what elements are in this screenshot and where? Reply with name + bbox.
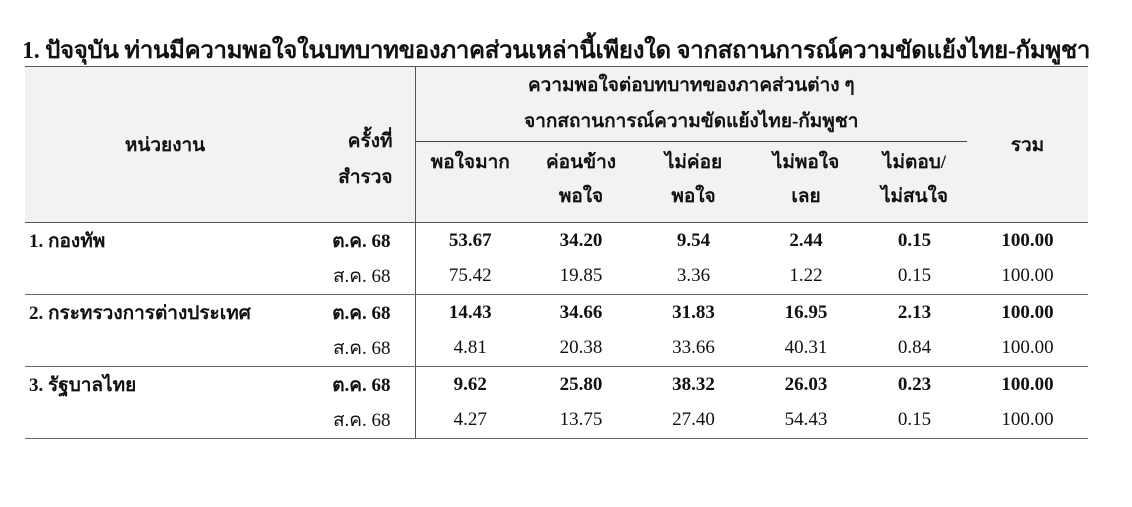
header-col-0: พอใจมาก <box>414 141 525 223</box>
header-group-line2: จากสถานการณ์ความขัดแย้งไทย-กัมพูชา <box>524 111 859 132</box>
value-cell: 4.81 <box>414 330 525 367</box>
value-cell: 33.66 <box>637 330 750 367</box>
value-cell: 54.43 <box>750 402 862 439</box>
round-cell: ส.ค. 68 <box>305 402 415 439</box>
value-cell: 13.75 <box>525 402 637 439</box>
value-cell: 31.83 <box>672 301 715 323</box>
header-col-line1: ไม่ค่อย <box>664 152 723 173</box>
header-col-line2: ไม่สนใจ <box>880 186 949 207</box>
header-col-line2: พอใจ <box>558 186 604 207</box>
header-col-3: ไม่พอใจเลย <box>750 141 862 223</box>
value-cell: 34.66 <box>559 301 603 323</box>
value-cell: 9.54 <box>676 229 711 251</box>
value-cell: 20.38 <box>525 330 637 367</box>
value-cell: 100.00 <box>967 402 1088 439</box>
satisfaction-table: หน่วยงาน ครั้งที่ สำรวจ ความพอใจต่อบทบาท… <box>25 66 1088 439</box>
header-total: รวม <box>967 66 1088 223</box>
value-cell: 0.15 <box>897 229 932 251</box>
table-row: 2. กระทรวงการต่างประเทศ ต.ค. 68 14.43 34.66… <box>25 294 1088 331</box>
value-cell: 75.42 <box>414 258 525 295</box>
header-col-line2: พอใจ <box>671 186 716 207</box>
header-col-line1: ค่อนข้าง <box>545 152 617 173</box>
agency-cell <box>25 258 305 295</box>
value-cell: 100.00 <box>967 258 1088 295</box>
header-round-line2: สำรวจ <box>338 166 393 188</box>
table-row: ส.ค. 68 75.42 19.85 3.36 1.22 0.15 100.00 <box>25 258 1088 295</box>
header-col-line1: ไม่พอใจ <box>772 152 840 173</box>
value-cell: 0.84 <box>862 330 967 367</box>
value-cell: 27.40 <box>637 402 750 439</box>
value-cell: 38.32 <box>672 373 715 395</box>
header-group: ความพอใจต่อบทบาทของภาคส่วนต่าง ๆ จากสถาน… <box>414 66 967 142</box>
agency-cell: 1. กองทัพ <box>29 230 106 252</box>
header-round: ครั้งที่ สำรวจ <box>305 66 415 223</box>
value-cell: 0.15 <box>862 258 967 295</box>
value-cell: 19.85 <box>525 258 637 295</box>
round-cell: ต.ค. 68 <box>332 374 391 396</box>
table-row: 1. กองทัพ ต.ค. 68 53.67 34.20 9.54 2.44 0.15 10… <box>25 222 1088 259</box>
agency-cell: 3. รัฐบาลไทย <box>29 374 137 396</box>
value-cell: 34.20 <box>559 229 603 251</box>
value-cell: 2.13 <box>897 301 932 323</box>
value-cell: 100.00 <box>1001 301 1054 323</box>
value-cell: 3.36 <box>637 258 750 295</box>
round-cell: ต.ค. 68 <box>332 230 391 252</box>
value-cell: 4.27 <box>414 402 525 439</box>
value-cell: 16.95 <box>784 301 828 323</box>
value-cell: 1.22 <box>750 258 862 295</box>
header-col-2: ไม่ค่อยพอใจ <box>637 141 750 223</box>
header-group-line1: ความพอใจต่อบทบาทของภาคส่วนต่าง ๆ <box>527 75 855 96</box>
page-title: 1. ปัจจุบัน ท่านมีความพอใจในบทบาทของภาคส… <box>22 38 1091 64</box>
value-cell: 25.80 <box>559 373 603 395</box>
header-col-line1: พอใจมาก <box>430 152 510 173</box>
header-col-1: ค่อนข้างพอใจ <box>525 141 637 223</box>
table-row: ส.ค. 68 4.27 13.75 27.40 54.43 0.15 100.00 <box>25 402 1088 439</box>
header-col-line2: เลย <box>791 186 821 207</box>
round-cell: ต.ค. 68 <box>332 302 391 324</box>
table-row: 3. รัฐบาลไทย ต.ค. 68 9.62 25.80 38.32 26.03 0.… <box>25 366 1088 403</box>
header-col-4: ไม่ตอบ/ไม่สนใจ <box>862 141 967 223</box>
header-col-line1: ไม่ตอบ/ <box>882 152 947 173</box>
value-cell: 100.00 <box>967 330 1088 367</box>
value-cell: 9.62 <box>414 366 525 403</box>
value-cell: 0.23 <box>897 373 932 395</box>
agency-cell: 2. กระทรวงการต่างประเทศ <box>29 302 251 324</box>
agency-cell <box>25 330 305 367</box>
value-cell: 40.31 <box>750 330 862 367</box>
agency-cell <box>25 402 305 439</box>
value-cell: 100.00 <box>1001 373 1054 395</box>
header-agency: หน่วยงาน <box>25 66 305 223</box>
value-cell: 2.44 <box>789 229 823 251</box>
header-round-line1: ครั้งที่ <box>347 130 393 152</box>
value-cell: 26.03 <box>784 373 828 395</box>
value-cell: 100.00 <box>1001 229 1054 251</box>
value-cell: 53.67 <box>414 222 525 259</box>
value-cell: 0.15 <box>862 402 967 439</box>
value-cell: 14.43 <box>414 294 525 331</box>
round-cell: ส.ค. 68 <box>305 258 415 295</box>
round-cell: ส.ค. 68 <box>305 330 415 367</box>
table-row: ส.ค. 68 4.81 20.38 33.66 40.31 0.84 100.00 <box>25 330 1088 367</box>
